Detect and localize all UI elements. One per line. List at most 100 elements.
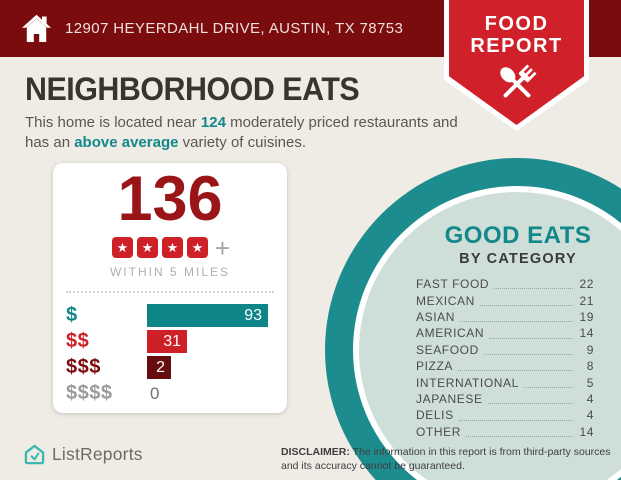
dotted-leader — [466, 435, 573, 437]
category-label: AMERICAN — [416, 326, 485, 341]
category-row: PIZZA 8 — [416, 358, 594, 374]
category-row: DELIS 4 — [416, 407, 594, 423]
rating-row: ★ ★ ★ ★ + — [53, 232, 287, 263]
category-label: INTERNATIONAL — [416, 375, 519, 390]
dotted-leader — [494, 288, 573, 290]
category-panel: GOOD EATS BY CATEGORY FAST FOOD 22 MEXICAN… — [416, 222, 594, 440]
price-bar-row: $$ 31 — [66, 330, 274, 353]
subtitle-text: This home is located near — [25, 114, 201, 131]
brand-name: ListReports — [52, 444, 143, 464]
category-row: JAPANESE 4 — [416, 391, 594, 407]
bar-value: 2 — [156, 358, 165, 376]
star-icon: ★ — [186, 237, 208, 258]
price-bar: 2 — [147, 356, 171, 379]
star-icon: ★ — [136, 237, 158, 258]
bar-area: 93 — [147, 304, 274, 327]
category-label: ASIAN — [416, 309, 456, 324]
category-value: 22 — [579, 277, 594, 292]
subtitle-text: has an — [25, 134, 75, 152]
category-label: DELIS — [416, 408, 454, 423]
disclaimer-label: DISCLAIMER: — [281, 446, 350, 458]
price-bar-row: $$$$ 0 — [66, 382, 274, 405]
category-value: 4 — [586, 408, 594, 423]
category-row: MEXICAN 21 — [416, 292, 594, 308]
radius-label: WITHIN 5 MILES — [109, 265, 230, 279]
category-row: AMERICAN 14 — [416, 325, 594, 341]
category-label: FAST FOOD — [416, 277, 490, 292]
bar-area: 2 — [147, 356, 274, 379]
price-bar-row: $$$ 2 — [66, 356, 274, 379]
listreports-house-icon — [24, 444, 45, 465]
dotted-leader — [458, 419, 573, 421]
category-row: OTHER 14 — [416, 424, 594, 440]
category-label: PIZZA — [416, 359, 454, 374]
rating-stars: ★ ★ ★ ★ — [110, 237, 210, 258]
subtitle-highlight: above average — [74, 134, 179, 152]
category-list: FAST FOOD 22 MEXICAN 21 ASIAN 19 AMERICAN 14 SEA… — [416, 276, 594, 440]
category-value: 14 — [579, 424, 594, 439]
rating-plus: + — [214, 232, 231, 263]
property-address: 12907 HEYERDAHL DRIVE, AUSTIN, TX 78753 — [65, 20, 404, 37]
category-value: 14 — [579, 326, 594, 341]
category-label: SEAFOOD — [416, 342, 479, 357]
price-bar: 31 — [147, 330, 187, 353]
price-level-label: $$$$ — [66, 382, 113, 404]
disclaimer-text: The information in this report is from t… — [281, 446, 611, 472]
bar-value-zero: 0 — [150, 384, 160, 403]
badge-title-line1: FOOD — [484, 13, 549, 35]
category-row: INTERNATIONAL 5 — [416, 374, 594, 390]
brand-logo: ListReports — [24, 444, 143, 465]
bar-area: 31 — [147, 330, 274, 353]
dotted-leader — [479, 304, 573, 306]
subtitle-line: has an above average variety of cuisines… — [25, 133, 458, 153]
category-value: 8 — [586, 359, 594, 374]
subtitle: This home is located near 124 moderately… — [25, 113, 458, 153]
food-report-badge-face: FOOD REPORT — [449, 0, 584, 125]
category-label: MEXICAN — [416, 293, 475, 308]
home-icon — [21, 14, 52, 43]
badge-title-line2: REPORT — [470, 35, 563, 58]
price-level-label: $ — [66, 304, 78, 326]
category-value: 4 — [586, 391, 594, 406]
disclaimer: DISCLAIMER: The information in this repo… — [281, 446, 615, 473]
star-glyph: ★ — [166, 240, 179, 255]
bar-value: 31 — [163, 332, 181, 350]
page-title: NEIGHBORHOOD EATS — [25, 71, 360, 107]
crossed-spoon-fork-icon — [449, 61, 584, 107]
bar-value: 93 — [244, 306, 262, 324]
star-icon: ★ — [111, 237, 133, 258]
category-label: OTHER — [416, 424, 461, 439]
category-label: JAPANESE — [416, 391, 483, 406]
dotted-leader — [483, 353, 573, 355]
bar-area: 0 — [147, 382, 274, 405]
dotted-leader — [523, 386, 573, 388]
dotted-leader — [458, 370, 573, 372]
category-circle-ring — [325, 158, 621, 480]
subtitle-text: variety of cuisines. — [178, 134, 307, 152]
category-value: 5 — [586, 375, 594, 390]
star-glyph: ★ — [116, 240, 129, 255]
category-row: FAST FOOD 22 — [416, 276, 594, 292]
star-icon: ★ — [161, 237, 183, 258]
category-circle-inner — [359, 192, 621, 480]
food-report-badge: FOOD REPORT — [444, 0, 589, 131]
dotted-leader — [487, 403, 573, 405]
price-bar-chart: $93 $$ 31 $$$ 2 $$$$ 0 — [53, 304, 287, 405]
price-bar: 93 — [147, 304, 268, 327]
category-value: 9 — [586, 342, 594, 357]
category-value: 19 — [579, 309, 594, 324]
category-panel-subtitle: BY CATEGORY — [459, 251, 577, 267]
category-value: 21 — [579, 293, 594, 308]
restaurant-count: 136 — [117, 164, 223, 234]
price-bar-row: $93 — [66, 304, 274, 327]
price-level-label: $$ — [66, 330, 90, 352]
restaurant-count-card: 136 ★ ★ ★ ★ + WITHIN 5 MILES $93 $$ 31 $$$ 2 $$$… — [53, 163, 287, 413]
price-level-label: $$$ — [66, 356, 101, 378]
category-row: SEAFOOD 9 — [416, 342, 594, 358]
star-glyph: ★ — [141, 240, 154, 255]
category-panel-title: GOOD EATS — [444, 222, 592, 249]
dotted-leader — [460, 321, 573, 323]
subtitle-line: This home is located near 124 moderately… — [25, 113, 458, 133]
star-glyph: ★ — [191, 240, 204, 255]
